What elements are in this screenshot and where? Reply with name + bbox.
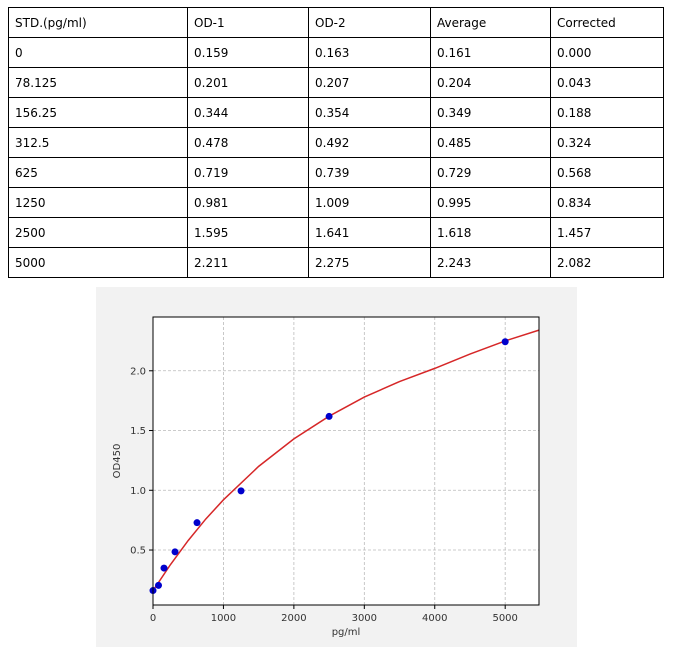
table-cell: 0.354 [308,97,431,128]
x-tick-label: 5000 [492,613,517,624]
table-cell: 0.485 [430,127,551,158]
table-cell: 1.618 [430,217,551,248]
table-cell: OD-1 [187,7,309,38]
x-tick-label: 1000 [211,613,236,624]
data-point [171,548,179,556]
table-cell: 1.595 [187,217,309,248]
y-tick-label: 2.0 [130,366,146,377]
y-tick-label: 1.5 [130,426,146,437]
table-cell: 0.995 [430,187,551,218]
data-point [325,412,333,420]
table-row: 78.125 0.201 0.207 0.204 0.043 [8,67,664,98]
table-cell: 2.082 [550,247,664,278]
table-cell: 0.349 [430,97,551,128]
y-axis-label: OD450 [112,444,123,479]
table-cell: 0.204 [430,67,551,98]
data-table: STD.(pg/ml) OD-1 OD-2 Average Corrected 0 0.15… [8,7,664,278]
table-cell: 5000 [8,247,188,278]
table-cell: 0.981 [187,187,309,218]
table-row: 312.5 0.478 0.492 0.485 0.324 [8,127,664,158]
table-cell: Average [430,7,551,38]
table-cell: 156.25 [8,97,188,128]
table-row: 5000 2.211 2.275 2.243 2.082 [8,247,664,278]
fit-curve [152,329,540,592]
table-cell: 0.834 [550,187,664,218]
table-cell: 312.5 [8,127,188,158]
plot-area [153,317,539,605]
table-row: 625 0.719 0.739 0.729 0.568 [8,157,664,188]
table-row: 1250 0.981 1.009 0.995 0.834 [8,187,664,218]
table-cell: 0.163 [308,37,431,68]
table-cell: 2.211 [187,247,309,278]
table-cell: 1.641 [308,217,431,248]
x-axis-label: pg/ml [332,627,361,638]
header-row: STD.(pg/ml) OD-1 OD-2 Average Corrected [8,7,664,38]
table-row: 0 0.159 0.163 0.161 0.000 [8,37,664,68]
table-cell: 0.492 [308,127,431,158]
table-cell: 0.344 [187,97,309,128]
table-cell: 0.043 [550,67,664,98]
table-cell: 0.207 [308,67,431,98]
table-cell: 0.159 [187,37,309,68]
table-cell: 0.324 [550,127,664,158]
table-cell: 2.243 [430,247,551,278]
data-point [160,564,168,572]
table-cell: 0.739 [308,157,431,188]
table-cell: 0 [8,37,188,68]
table-cell: 0.000 [550,37,664,68]
x-tick-label: 2000 [281,613,306,624]
table-cell: 78.125 [8,67,188,98]
x-tick-label: 0 [150,613,156,624]
table-cell: Corrected [550,7,664,38]
chart: pg/ml OD450 0 1000 2000 3000 4000 5000 0.5 1.0 1… [96,287,577,647]
table-cell: 0.188 [550,97,664,128]
plot-frame [152,316,540,606]
table-cell: 0.729 [430,157,551,188]
table-cell: 0.201 [187,67,309,98]
x-tick-label: 4000 [422,613,447,624]
table-cell: 0.161 [430,37,551,68]
data-point [501,338,509,346]
data-point [237,487,245,495]
table-cell: 0.719 [187,157,309,188]
table-cell: 0.568 [550,157,664,188]
y-tick-label: 0.5 [130,546,146,557]
table-cell: 0.478 [187,127,309,158]
table-cell: 2.275 [308,247,431,278]
table-row: 156.25 0.344 0.354 0.349 0.188 [8,97,664,128]
y-tick-label: 1.0 [130,486,146,497]
table-cell: 2500 [8,217,188,248]
x-tick-label: 3000 [352,613,377,624]
data-point [193,519,201,527]
table-cell: STD.(pg/ml) [8,7,188,38]
table-cell: 625 [8,157,188,188]
table-cell: 1250 [8,187,188,218]
table-cell: OD-2 [308,7,431,38]
table-cell: 1.457 [550,217,664,248]
table-row: 2500 1.595 1.641 1.618 1.457 [8,217,664,248]
data-point [155,581,163,589]
table-cell: 1.009 [308,187,431,218]
